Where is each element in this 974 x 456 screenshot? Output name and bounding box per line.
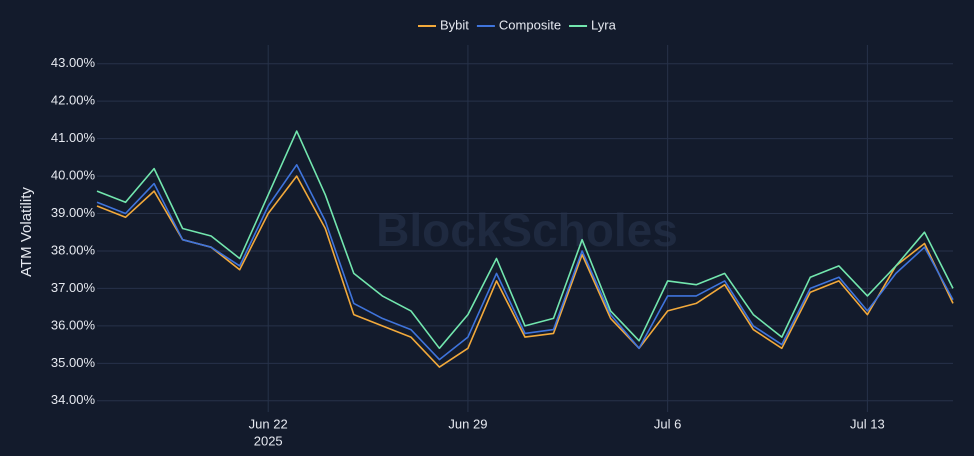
x-tick-label: Jul 6 — [654, 416, 681, 431]
y-tick-label: 43.00% — [51, 55, 96, 70]
legend: Bybit Composite Lyra — [418, 17, 617, 32]
y-tick-label: 40.00% — [51, 168, 96, 183]
legend-label: Lyra — [591, 17, 617, 32]
x-tick-label: Jul 13 — [850, 416, 885, 431]
y-tick-label: 42.00% — [51, 93, 96, 108]
y-tick-label: 34.00% — [51, 392, 96, 407]
x-tick-label: 2025 — [254, 433, 283, 448]
y-tick-label: 39.00% — [51, 205, 96, 220]
watermark: BlockScholes — [376, 204, 678, 256]
y-tick-label: 41.00% — [51, 130, 96, 145]
y-axis-label: ATM Volatility — [18, 187, 35, 277]
y-tick-label: 38.00% — [51, 242, 96, 257]
series-line — [96, 164, 954, 361]
series-line — [96, 175, 954, 368]
x-tick-label: Jun 22 — [249, 416, 288, 431]
y-tick-label: 36.00% — [51, 317, 96, 332]
x-tick-label: Jun 29 — [448, 416, 487, 431]
y-tick-label: 37.00% — [51, 280, 96, 295]
legend-label: Bybit — [440, 17, 469, 32]
legend-label: Composite — [499, 17, 561, 32]
series-line — [96, 130, 954, 350]
y-tick-label: 35.00% — [51, 355, 96, 370]
